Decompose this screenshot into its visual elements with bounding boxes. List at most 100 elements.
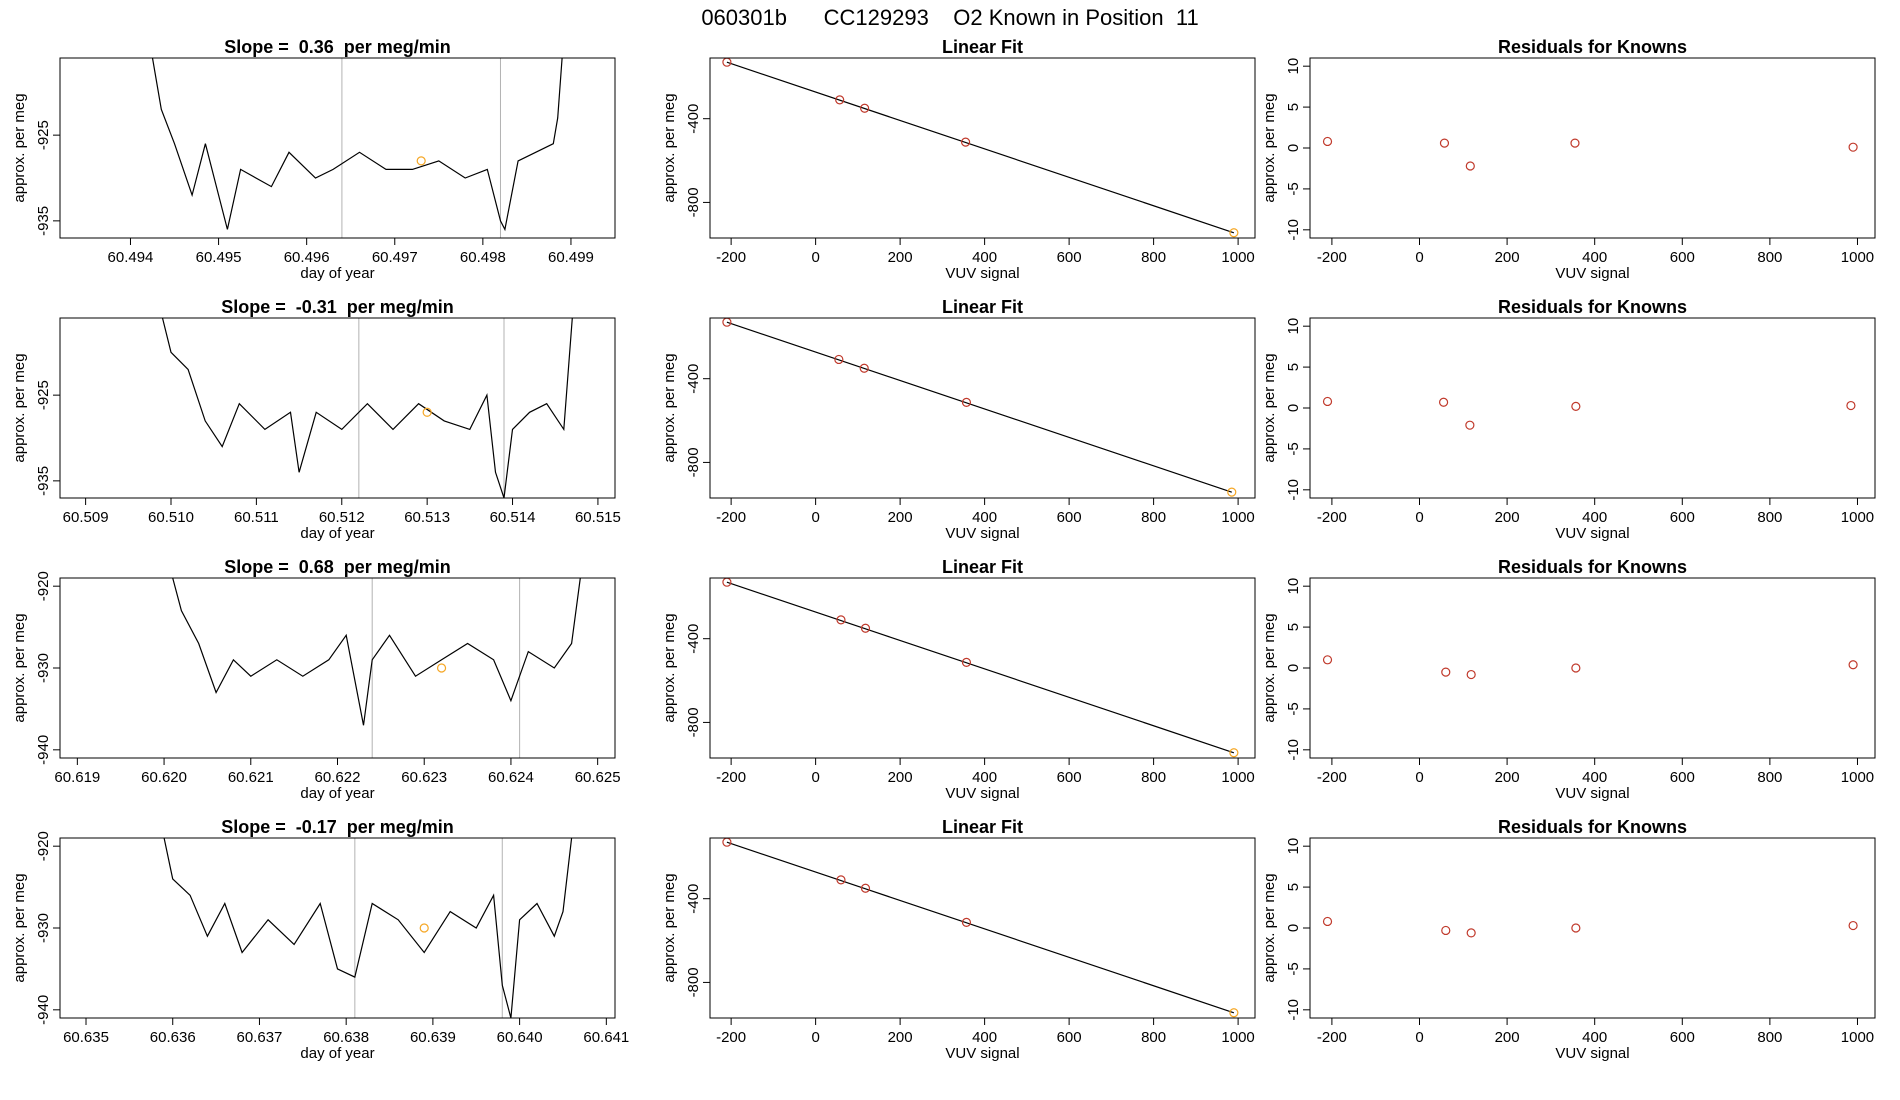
x-tick-label: 600: [1670, 509, 1695, 526]
x-tick-label: 0: [811, 769, 819, 786]
highlight-point: [436, 663, 447, 673]
y-tick-label: 0: [1285, 924, 1302, 932]
x-axis-label: VUV signal: [945, 1045, 1019, 1062]
x-tick-label: 60.619: [54, 769, 100, 786]
series-line: [151, 58, 563, 232]
panel-1-1: Slope = 0.36 per meg/min 60.494 60.495 60.4…: [11, 37, 616, 282]
x-tick-label: 60.513: [404, 509, 450, 526]
x-tick-label: 1000: [1221, 1029, 1254, 1046]
data-point: [1466, 928, 1476, 938]
y-tick-label: -10: [1285, 219, 1302, 241]
data-point: [1229, 1008, 1239, 1018]
x-tick-label: 60.495: [196, 249, 242, 266]
data-point: [860, 623, 871, 633]
y-axis-label: approx. per meg: [661, 873, 678, 982]
panel-title: Slope = 0.68 per meg/min: [224, 557, 451, 577]
x-tick-label: 60.494: [108, 249, 154, 266]
x-tick-label: 200: [888, 769, 913, 786]
x-tick-label: 800: [1757, 249, 1782, 266]
y-axis-label: approx. per meg: [1261, 873, 1278, 982]
data-point: [1848, 920, 1858, 931]
data-point: [860, 883, 871, 893]
panel-2-1: Slope = -0.31 per meg/min 60.509 60.510 60.…: [11, 297, 621, 542]
x-tick-label: -200: [1317, 1029, 1347, 1046]
y-tick-label: -920: [35, 831, 52, 861]
x-tick-label: 800: [1141, 1029, 1166, 1046]
x-tick-label: 60.635: [63, 1029, 109, 1046]
x-tick-label: 60.625: [575, 769, 621, 786]
x-tick-label: 800: [1757, 1029, 1782, 1046]
panel-3-3: Residuals for Knowns-200 0 200 400 600 800 100…: [1261, 557, 1876, 802]
plot-frame: [59, 577, 616, 759]
panel-title: Residuals for Knowns: [1498, 557, 1687, 577]
y-axis-label: approx. per meg: [661, 353, 678, 462]
highlight-point: [416, 156, 426, 166]
data-point: [1846, 400, 1856, 411]
data-point: [961, 917, 972, 927]
x-tick-label: 1000: [1221, 769, 1254, 786]
data-point: [1848, 142, 1858, 152]
x-tick-label: 600: [1670, 769, 1695, 786]
x-tick-label: 60.636: [150, 1029, 196, 1046]
y-tick-label: -800: [685, 967, 702, 997]
x-tick-label: 600: [1670, 1029, 1695, 1046]
x-tick-label: 60.514: [490, 509, 536, 526]
x-axis-label: day of year: [300, 525, 374, 542]
y-tick-label: -800: [685, 447, 702, 477]
plot-frame: [709, 577, 1256, 759]
x-tick-label: 0: [1415, 769, 1423, 786]
y-tick-label: -400: [685, 104, 702, 134]
x-axis-label: day of year: [300, 785, 374, 802]
y-tick-label: 0: [1285, 404, 1302, 412]
x-tick-label: 1000: [1221, 249, 1254, 266]
y-tick-label: -940: [35, 995, 52, 1025]
y-tick-label: -925: [35, 120, 52, 150]
data-point: [961, 657, 972, 667]
x-tick-label: 60.639: [410, 1029, 456, 1046]
y-tick-label: -940: [35, 735, 52, 765]
x-axis-label: VUV signal: [1555, 525, 1629, 542]
panel-4-1: Slope = -0.17 per meg/min 60.635 60.636 60.…: [11, 817, 629, 1062]
data-point: [1322, 655, 1333, 665]
y-tick-label: -400: [685, 364, 702, 394]
series-line: [161, 318, 573, 498]
data-point: [1441, 667, 1451, 677]
y-axis-label: approx. per meg: [661, 613, 678, 722]
panel-4-2: Linear Fit -200 0 200 400 600 800 1000 -400 -800 V…: [661, 817, 1256, 1062]
x-tick-label: -200: [716, 769, 746, 786]
data-point: [1229, 228, 1239, 238]
data-point: [1570, 138, 1580, 148]
data-point: [1441, 925, 1451, 936]
y-axis-label: approx. per meg: [11, 613, 28, 722]
x-tick-label: 60.622: [315, 769, 361, 786]
y-tick-label: -400: [685, 884, 702, 914]
plot-frame: [709, 317, 1256, 499]
panel-title: Linear Fit: [942, 557, 1023, 577]
fit-line: [726, 321, 1232, 493]
y-axis-label: approx. per meg: [1261, 93, 1278, 202]
x-tick-label: 60.640: [497, 1029, 543, 1046]
x-tick-label: 60.620: [141, 769, 187, 786]
y-tick-label: -935: [35, 466, 52, 496]
x-axis-label: VUV signal: [1555, 1045, 1629, 1062]
x-tick-label: 800: [1757, 509, 1782, 526]
x-tick-label: 60.638: [323, 1029, 369, 1046]
panel-title: Slope = -0.31 per meg/min: [221, 297, 454, 317]
x-tick-label: 600: [1057, 1029, 1082, 1046]
x-tick-label: 60.637: [237, 1029, 283, 1046]
x-tick-label: 400: [972, 249, 997, 266]
data-point: [961, 397, 972, 407]
y-tick-label: -800: [685, 707, 702, 737]
y-tick-label: 10: [1285, 578, 1302, 595]
data-point: [1322, 136, 1333, 147]
x-tick-label: 60.511: [234, 509, 279, 526]
x-tick-label: 400: [972, 1029, 997, 1046]
x-axis-label: VUV signal: [945, 525, 1019, 542]
panel-title: Residuals for Knowns: [1498, 37, 1687, 57]
y-tick-label: 5: [1285, 883, 1302, 891]
x-tick-label: -200: [716, 509, 746, 526]
panel-title: Residuals for Knowns: [1498, 817, 1687, 837]
panel-4-3: Residuals for Knowns-200 0 200 400 600 800 100…: [1261, 817, 1876, 1062]
y-tick-label: 5: [1285, 623, 1302, 631]
